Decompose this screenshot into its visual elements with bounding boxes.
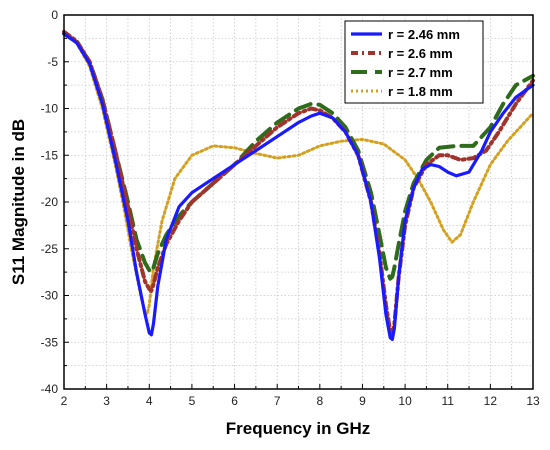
y-tick-label: -10 [41,102,59,116]
x-tick-label: 7 [274,394,281,408]
x-tick-label: 4 [146,394,153,408]
series-line [62,31,535,281]
y-tick-label: -5 [47,55,58,69]
axis-ticks: 2 3 4 5 6 7 8 9 10 11 12 13 0 -5 -10 -15 -20 -25 -30 -35 -40 [41,8,540,408]
legend-label: r = 2.7 mm [388,65,453,80]
x-tick-label: 2 [61,394,68,408]
grid [64,15,533,389]
legend-label: r = 1.8 mm [388,84,453,99]
x-tick-label: 6 [231,394,238,408]
legend: r = 2.46 mm r = 2.6 mm r = 2.7 mm r = 1.8 m… [344,20,484,104]
x-tick-label: 5 [189,394,196,408]
y-tick-label: -40 [41,382,59,396]
x-tick-label: 13 [526,394,540,408]
x-tick-label: 3 [103,394,110,408]
y-tick-label: -30 [41,289,59,303]
x-tick-label: 10 [398,394,412,408]
x-tick-label: 8 [316,394,323,408]
legend-label: r = 2.46 mm [388,27,460,42]
y-tick-label: 0 [51,8,58,22]
x-tick-label: 9 [359,394,366,408]
y-tick-label: -15 [41,148,59,162]
series-line [62,32,535,341]
x-axis-title: Frequency in GHz [226,419,371,438]
y-tick-label: -25 [41,242,59,256]
legend-label: r = 2.6 mm [388,46,453,61]
y-tick-label: -35 [41,335,59,349]
x-tick-label: 12 [484,394,498,408]
y-axis-title: S11 Magnitude in dB [9,119,28,285]
series-lines [62,29,535,341]
y-tick-label: -20 [41,195,59,209]
x-tick-label: 11 [441,394,454,408]
series-line [62,29,535,337]
